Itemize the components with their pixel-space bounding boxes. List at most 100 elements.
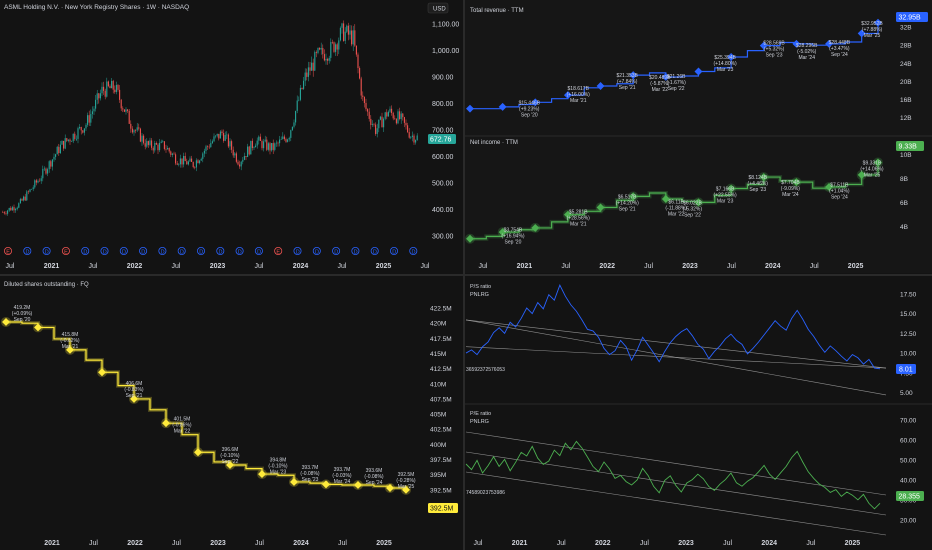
candle-body <box>216 133 218 136</box>
currency-button[interactable] <box>427 2 449 14</box>
data-label: (+14.20%) <box>616 200 640 206</box>
fund-x-tick: Jul <box>727 263 736 270</box>
y-tick: 32B <box>900 25 912 32</box>
ratio-x-tick: Jul <box>474 540 483 547</box>
y-tick: 20.00 <box>900 518 917 525</box>
candle-body <box>51 159 53 167</box>
candle-body <box>259 136 261 141</box>
candle-body <box>341 23 343 28</box>
data-label: Mar '24 <box>334 479 351 485</box>
regression-channel-line <box>465 346 887 369</box>
candle-body <box>7 210 9 214</box>
data-point <box>130 394 138 403</box>
shares-x-tick: Jul <box>172 540 181 547</box>
ratio-x-tick: Jul <box>640 540 649 547</box>
y-tick: 50.00 <box>900 458 917 465</box>
data-label: $6.517B <box>618 194 637 200</box>
candle-body <box>82 130 84 133</box>
candle-body <box>90 114 92 123</box>
candle-body <box>314 52 316 71</box>
event-marker-letter: D <box>315 249 319 255</box>
candle-body <box>15 208 17 211</box>
fund-x-tick: Jul <box>644 263 653 270</box>
y-tick: 410M <box>430 381 446 388</box>
revenue-title: Total revenue · TTM <box>470 8 524 14</box>
y-tick: 12B <box>900 115 912 122</box>
data-label: $6.11B <box>668 199 684 205</box>
candle-body <box>135 130 137 131</box>
ps-ratio-panel: P/S ratio PNLRG 17.5015.0012.5010.007.50… <box>465 284 917 397</box>
event-marker-ring <box>119 246 128 255</box>
data-label: Sep '21 <box>619 85 636 91</box>
data-label: Sep '22 <box>222 459 239 465</box>
revenue-last-badge <box>896 12 928 22</box>
candle-body <box>368 111 370 119</box>
y-tick: 10B <box>900 152 912 159</box>
ratio-x-tick: Jul <box>806 540 815 547</box>
data-point <box>498 228 507 237</box>
data-point <box>162 419 170 428</box>
candle-body <box>235 153 237 162</box>
candle-body <box>167 147 169 150</box>
candle-body <box>322 47 324 55</box>
data-label: $7.511B <box>830 182 849 188</box>
price-y-tick: 300.00 <box>432 234 454 241</box>
candle-body <box>227 134 229 147</box>
candle-body <box>47 169 49 174</box>
candle-body <box>162 141 164 142</box>
candle-body <box>357 54 359 69</box>
data-label: $9.331B <box>863 161 882 167</box>
fund-x-tick: Jul <box>810 263 819 270</box>
data-label: (+5.32%) <box>764 46 785 52</box>
data-point <box>857 170 866 179</box>
data-label: Mar '21 <box>570 98 587 104</box>
price-x-tick: Jul <box>338 263 347 270</box>
data-label: (+16.94%) <box>501 234 525 240</box>
y-tick: 415M <box>430 351 446 358</box>
candle-body <box>45 168 47 174</box>
price-y-tick: 400.00 <box>432 207 454 214</box>
ratio-x-tick: 2025 <box>845 540 861 547</box>
candle-body <box>410 136 412 138</box>
price-y-tick: 900.00 <box>432 74 454 81</box>
candle-body <box>405 122 407 126</box>
candle-body <box>71 141 73 142</box>
data-label: $21.353B <box>616 73 638 79</box>
price-x-tick: Jul <box>255 263 264 270</box>
data-label: Sep '22 <box>668 86 685 92</box>
candle-body <box>194 167 196 168</box>
candle-body <box>315 52 317 53</box>
net-income-last-value: 9.33B <box>899 144 918 151</box>
candle-body <box>351 30 353 45</box>
pe-last-value: 28.355 <box>899 494 921 501</box>
candle-body <box>242 159 244 162</box>
event-marker-ring <box>177 246 186 255</box>
candle-body <box>115 85 117 93</box>
candle-body <box>117 85 119 90</box>
event-marker-ring <box>158 246 167 255</box>
candle-body <box>399 111 401 120</box>
data-point <box>386 484 394 492</box>
data-label: (-0.08%) <box>300 471 320 477</box>
data-label: 415.8M <box>62 332 79 338</box>
candle-body <box>111 80 113 89</box>
candle-body <box>395 119 397 124</box>
candle-body <box>264 139 266 142</box>
candle-body <box>402 113 404 118</box>
candle-body <box>114 89 116 93</box>
data-label: (+28.56%) <box>567 215 591 221</box>
candle-body <box>226 134 228 136</box>
data-point <box>290 477 298 486</box>
candle-body <box>66 138 68 141</box>
event-marker-ring <box>216 246 225 255</box>
candle-body <box>21 199 23 201</box>
candle-body <box>304 72 306 81</box>
candle-body <box>258 136 260 141</box>
candle-body <box>176 163 178 165</box>
candle-body <box>384 112 386 119</box>
event-marker-ring <box>389 246 398 255</box>
candle-body <box>8 207 10 211</box>
